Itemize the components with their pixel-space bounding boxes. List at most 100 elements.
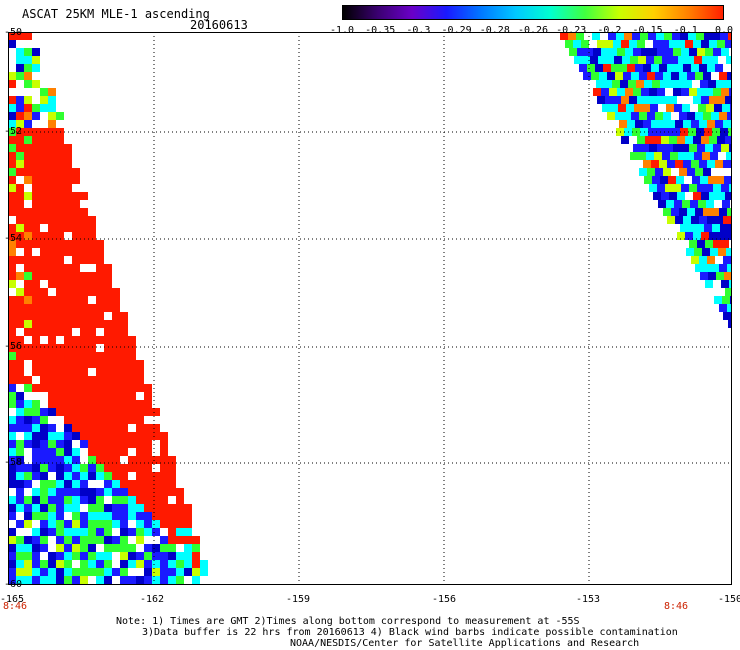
swath-cell bbox=[56, 176, 64, 184]
swath-cell bbox=[104, 344, 112, 352]
swath-cell bbox=[615, 72, 623, 80]
swath-cell bbox=[657, 184, 665, 192]
swath-cell bbox=[618, 104, 626, 112]
swath-cell bbox=[24, 344, 32, 352]
swath-cell bbox=[679, 208, 687, 216]
swath-cell bbox=[666, 104, 674, 112]
swath-cell bbox=[120, 344, 128, 352]
swath-cell bbox=[144, 456, 152, 464]
swath-cell bbox=[80, 320, 88, 328]
swath-cell bbox=[128, 456, 136, 464]
swath-cell bbox=[88, 280, 96, 288]
swath-cell bbox=[725, 136, 732, 144]
swath-cell bbox=[679, 168, 687, 176]
swath-cell bbox=[683, 64, 691, 72]
swath-cell bbox=[160, 520, 168, 528]
swath-cell bbox=[80, 304, 88, 312]
swath-cell bbox=[32, 448, 40, 456]
swath-cell bbox=[48, 120, 56, 128]
swath-cell bbox=[184, 520, 192, 528]
swath-cell bbox=[639, 168, 647, 176]
swath-cell bbox=[32, 488, 40, 496]
swath-cell bbox=[725, 192, 732, 200]
swath-cell bbox=[176, 512, 184, 520]
swath-cell bbox=[112, 328, 120, 336]
swath-cell bbox=[120, 456, 128, 464]
swath-cell bbox=[56, 280, 64, 288]
swath-cell bbox=[607, 112, 615, 120]
swath-cell bbox=[144, 560, 152, 568]
swath-cell bbox=[96, 328, 104, 336]
swath-cell bbox=[40, 360, 48, 368]
swath-cell bbox=[32, 192, 40, 200]
swath-cell bbox=[112, 288, 120, 296]
swath-cell bbox=[32, 536, 40, 544]
swath-cell bbox=[88, 544, 96, 552]
swath-cell bbox=[32, 528, 40, 536]
swath-cell bbox=[48, 320, 56, 328]
swath-cell bbox=[64, 568, 72, 576]
swath-cell bbox=[104, 576, 112, 584]
swath-cell bbox=[72, 384, 80, 392]
swath-cell bbox=[96, 384, 104, 392]
colorbar-ticks: -1.0 -0.35 -0.3 -0.29 -0.28 -0.26 -0.23 -0.2 -0.… bbox=[330, 25, 733, 37]
swath-cell bbox=[48, 560, 56, 568]
swath-cell bbox=[632, 32, 640, 40]
swath-cell bbox=[610, 104, 618, 112]
swath-cell bbox=[144, 392, 152, 400]
swath-cell bbox=[638, 56, 646, 64]
swath-cell bbox=[64, 144, 72, 152]
colorbar bbox=[342, 5, 724, 20]
swath-cell bbox=[24, 280, 32, 288]
swath-cell bbox=[104, 440, 112, 448]
swath-cell bbox=[56, 288, 64, 296]
swath-cell bbox=[16, 440, 24, 448]
swath-cell bbox=[184, 512, 192, 520]
swath-cell bbox=[8, 336, 16, 344]
swath-cell bbox=[96, 560, 104, 568]
swath-cell bbox=[16, 464, 24, 472]
swath-cell bbox=[48, 576, 56, 584]
swath-cell bbox=[712, 224, 720, 232]
swath-cell bbox=[682, 104, 690, 112]
swath-cell bbox=[56, 232, 64, 240]
swath-cell bbox=[104, 352, 112, 360]
swath-cell bbox=[662, 56, 670, 64]
swath-cell bbox=[40, 544, 48, 552]
swath-cell bbox=[168, 496, 176, 504]
swath-cell bbox=[675, 64, 683, 72]
colorbar-tick-label: -0.2 bbox=[597, 25, 622, 36]
swath-cell bbox=[698, 200, 706, 208]
swath-cell bbox=[629, 136, 637, 144]
swath-cell bbox=[152, 432, 160, 440]
swath-cell bbox=[40, 280, 48, 288]
swath-cell bbox=[8, 472, 16, 480]
swath-cell bbox=[184, 528, 192, 536]
swath-cell bbox=[168, 504, 176, 512]
swath-cell bbox=[8, 456, 16, 464]
swath-cell bbox=[597, 40, 605, 48]
swath-cell bbox=[112, 304, 120, 312]
swath-cell bbox=[713, 48, 721, 56]
swath-cell bbox=[707, 64, 715, 72]
swath-cell bbox=[681, 184, 689, 192]
swath-cell bbox=[40, 384, 48, 392]
swath-cell bbox=[727, 72, 732, 80]
swath-cell bbox=[120, 552, 128, 560]
swath-cell bbox=[722, 104, 730, 112]
swath-cell bbox=[40, 328, 48, 336]
swath-cell bbox=[48, 536, 56, 544]
swath-cell bbox=[96, 512, 104, 520]
swath-cell bbox=[32, 344, 40, 352]
swath-cell bbox=[568, 32, 576, 40]
swath-cell bbox=[64, 152, 72, 160]
swath-cell bbox=[64, 504, 72, 512]
map-frame bbox=[8, 32, 732, 585]
swath-cell bbox=[24, 120, 32, 128]
swath-cell bbox=[32, 232, 40, 240]
swath-cell bbox=[64, 448, 72, 456]
swath-cell bbox=[32, 272, 40, 280]
swath-cell bbox=[686, 56, 694, 64]
swath-cell bbox=[16, 80, 24, 88]
swath-cell bbox=[72, 256, 80, 264]
